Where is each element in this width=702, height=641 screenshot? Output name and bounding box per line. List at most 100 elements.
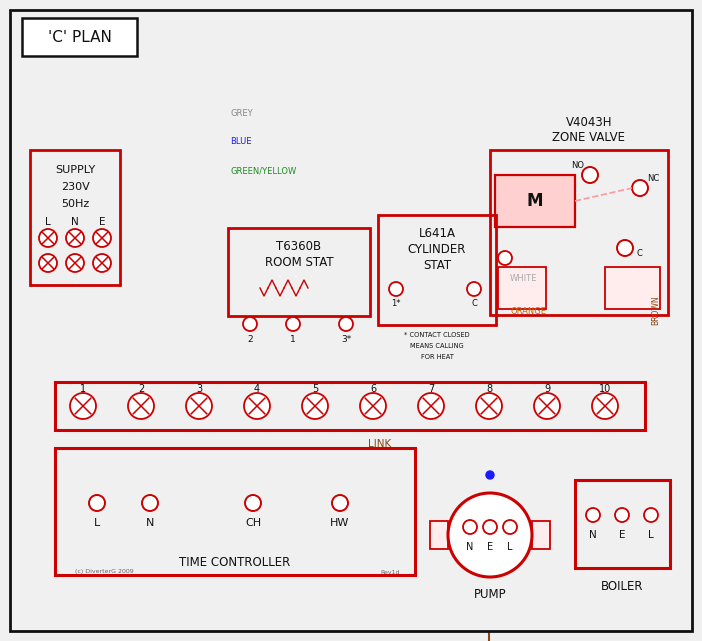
Text: 1: 1: [80, 384, 86, 394]
Text: SUPPLY: SUPPLY: [55, 165, 95, 175]
Text: 6: 6: [370, 384, 376, 394]
Text: N: N: [71, 217, 79, 227]
Circle shape: [360, 393, 386, 419]
Text: NC: NC: [647, 174, 659, 183]
Circle shape: [93, 229, 111, 247]
Text: 3*: 3*: [341, 335, 351, 344]
Circle shape: [615, 508, 629, 522]
Circle shape: [503, 520, 517, 534]
Circle shape: [389, 282, 403, 296]
Text: C: C: [471, 299, 477, 308]
Text: L: L: [508, 542, 512, 552]
Text: CH: CH: [245, 518, 261, 528]
FancyBboxPatch shape: [495, 175, 575, 227]
Text: 3: 3: [196, 384, 202, 394]
Text: MEANS CALLING: MEANS CALLING: [410, 343, 464, 349]
Text: C: C: [636, 249, 642, 258]
Text: 50Hz: 50Hz: [61, 199, 89, 209]
Circle shape: [286, 317, 300, 331]
Text: L: L: [45, 217, 51, 227]
FancyBboxPatch shape: [498, 267, 546, 309]
Text: TIME CONTROLLER: TIME CONTROLLER: [180, 556, 291, 569]
Text: V4043H: V4043H: [566, 115, 612, 128]
Text: L: L: [94, 518, 100, 528]
Text: STAT: STAT: [423, 258, 451, 272]
Circle shape: [476, 393, 502, 419]
Text: E: E: [618, 530, 625, 540]
Text: FOR HEAT: FOR HEAT: [420, 354, 453, 360]
FancyBboxPatch shape: [10, 10, 692, 631]
Circle shape: [244, 393, 270, 419]
Text: T6360B: T6360B: [277, 240, 322, 253]
Circle shape: [483, 520, 497, 534]
Text: 2: 2: [138, 384, 144, 394]
Text: 1: 1: [290, 335, 296, 344]
Text: PUMP: PUMP: [474, 588, 506, 601]
Circle shape: [70, 393, 96, 419]
Text: BROWN: BROWN: [651, 296, 661, 325]
FancyBboxPatch shape: [430, 521, 448, 549]
Circle shape: [463, 520, 477, 534]
Circle shape: [448, 493, 532, 577]
Circle shape: [66, 254, 84, 272]
Text: M: M: [526, 192, 543, 210]
Circle shape: [39, 229, 57, 247]
Circle shape: [128, 393, 154, 419]
Circle shape: [89, 495, 105, 511]
Text: HW: HW: [331, 518, 350, 528]
Text: ZONE VALVE: ZONE VALVE: [552, 131, 625, 144]
Circle shape: [39, 254, 57, 272]
Text: 2: 2: [247, 335, 253, 344]
Text: BLUE: BLUE: [230, 137, 251, 146]
FancyBboxPatch shape: [532, 521, 550, 549]
Text: N: N: [589, 530, 597, 540]
Text: Rev1d: Rev1d: [380, 569, 400, 574]
Circle shape: [245, 495, 261, 511]
Circle shape: [467, 282, 481, 296]
Circle shape: [66, 229, 84, 247]
Text: 'C' PLAN: 'C' PLAN: [48, 29, 112, 44]
Text: ORANGE: ORANGE: [510, 306, 546, 315]
Text: 10: 10: [599, 384, 611, 394]
Circle shape: [617, 240, 633, 256]
Text: GREEN/YELLOW: GREEN/YELLOW: [230, 167, 296, 176]
Text: 230V: 230V: [60, 182, 89, 192]
Circle shape: [592, 393, 618, 419]
Text: 9: 9: [544, 384, 550, 394]
Circle shape: [243, 317, 257, 331]
FancyBboxPatch shape: [605, 267, 660, 309]
Text: (c) DiverterG 2009: (c) DiverterG 2009: [75, 569, 134, 574]
Text: * CONTACT CLOSED: * CONTACT CLOSED: [404, 332, 470, 338]
Circle shape: [486, 471, 494, 479]
Text: N: N: [466, 542, 474, 552]
Text: NO: NO: [571, 160, 585, 169]
Text: 4: 4: [254, 384, 260, 394]
Text: E: E: [487, 542, 493, 552]
Text: 5: 5: [312, 384, 318, 394]
Text: 8: 8: [486, 384, 492, 394]
Circle shape: [142, 495, 158, 511]
Circle shape: [582, 167, 598, 183]
Text: L: L: [648, 530, 654, 540]
FancyBboxPatch shape: [22, 18, 137, 56]
Text: E: E: [99, 217, 105, 227]
Text: ROOM STAT: ROOM STAT: [265, 256, 333, 269]
Text: GREY: GREY: [230, 108, 253, 117]
Circle shape: [498, 251, 512, 265]
Text: BOILER: BOILER: [601, 579, 644, 592]
Circle shape: [586, 508, 600, 522]
Text: 1*: 1*: [391, 299, 401, 308]
Circle shape: [644, 508, 658, 522]
Text: 7: 7: [428, 384, 434, 394]
Text: CYLINDER: CYLINDER: [408, 242, 466, 256]
Text: L641A: L641A: [418, 226, 456, 240]
Circle shape: [302, 393, 328, 419]
Circle shape: [418, 393, 444, 419]
Circle shape: [632, 180, 648, 196]
Text: LINK: LINK: [369, 439, 392, 449]
Circle shape: [339, 317, 353, 331]
Circle shape: [93, 254, 111, 272]
Circle shape: [186, 393, 212, 419]
Circle shape: [534, 393, 560, 419]
Text: N: N: [146, 518, 154, 528]
